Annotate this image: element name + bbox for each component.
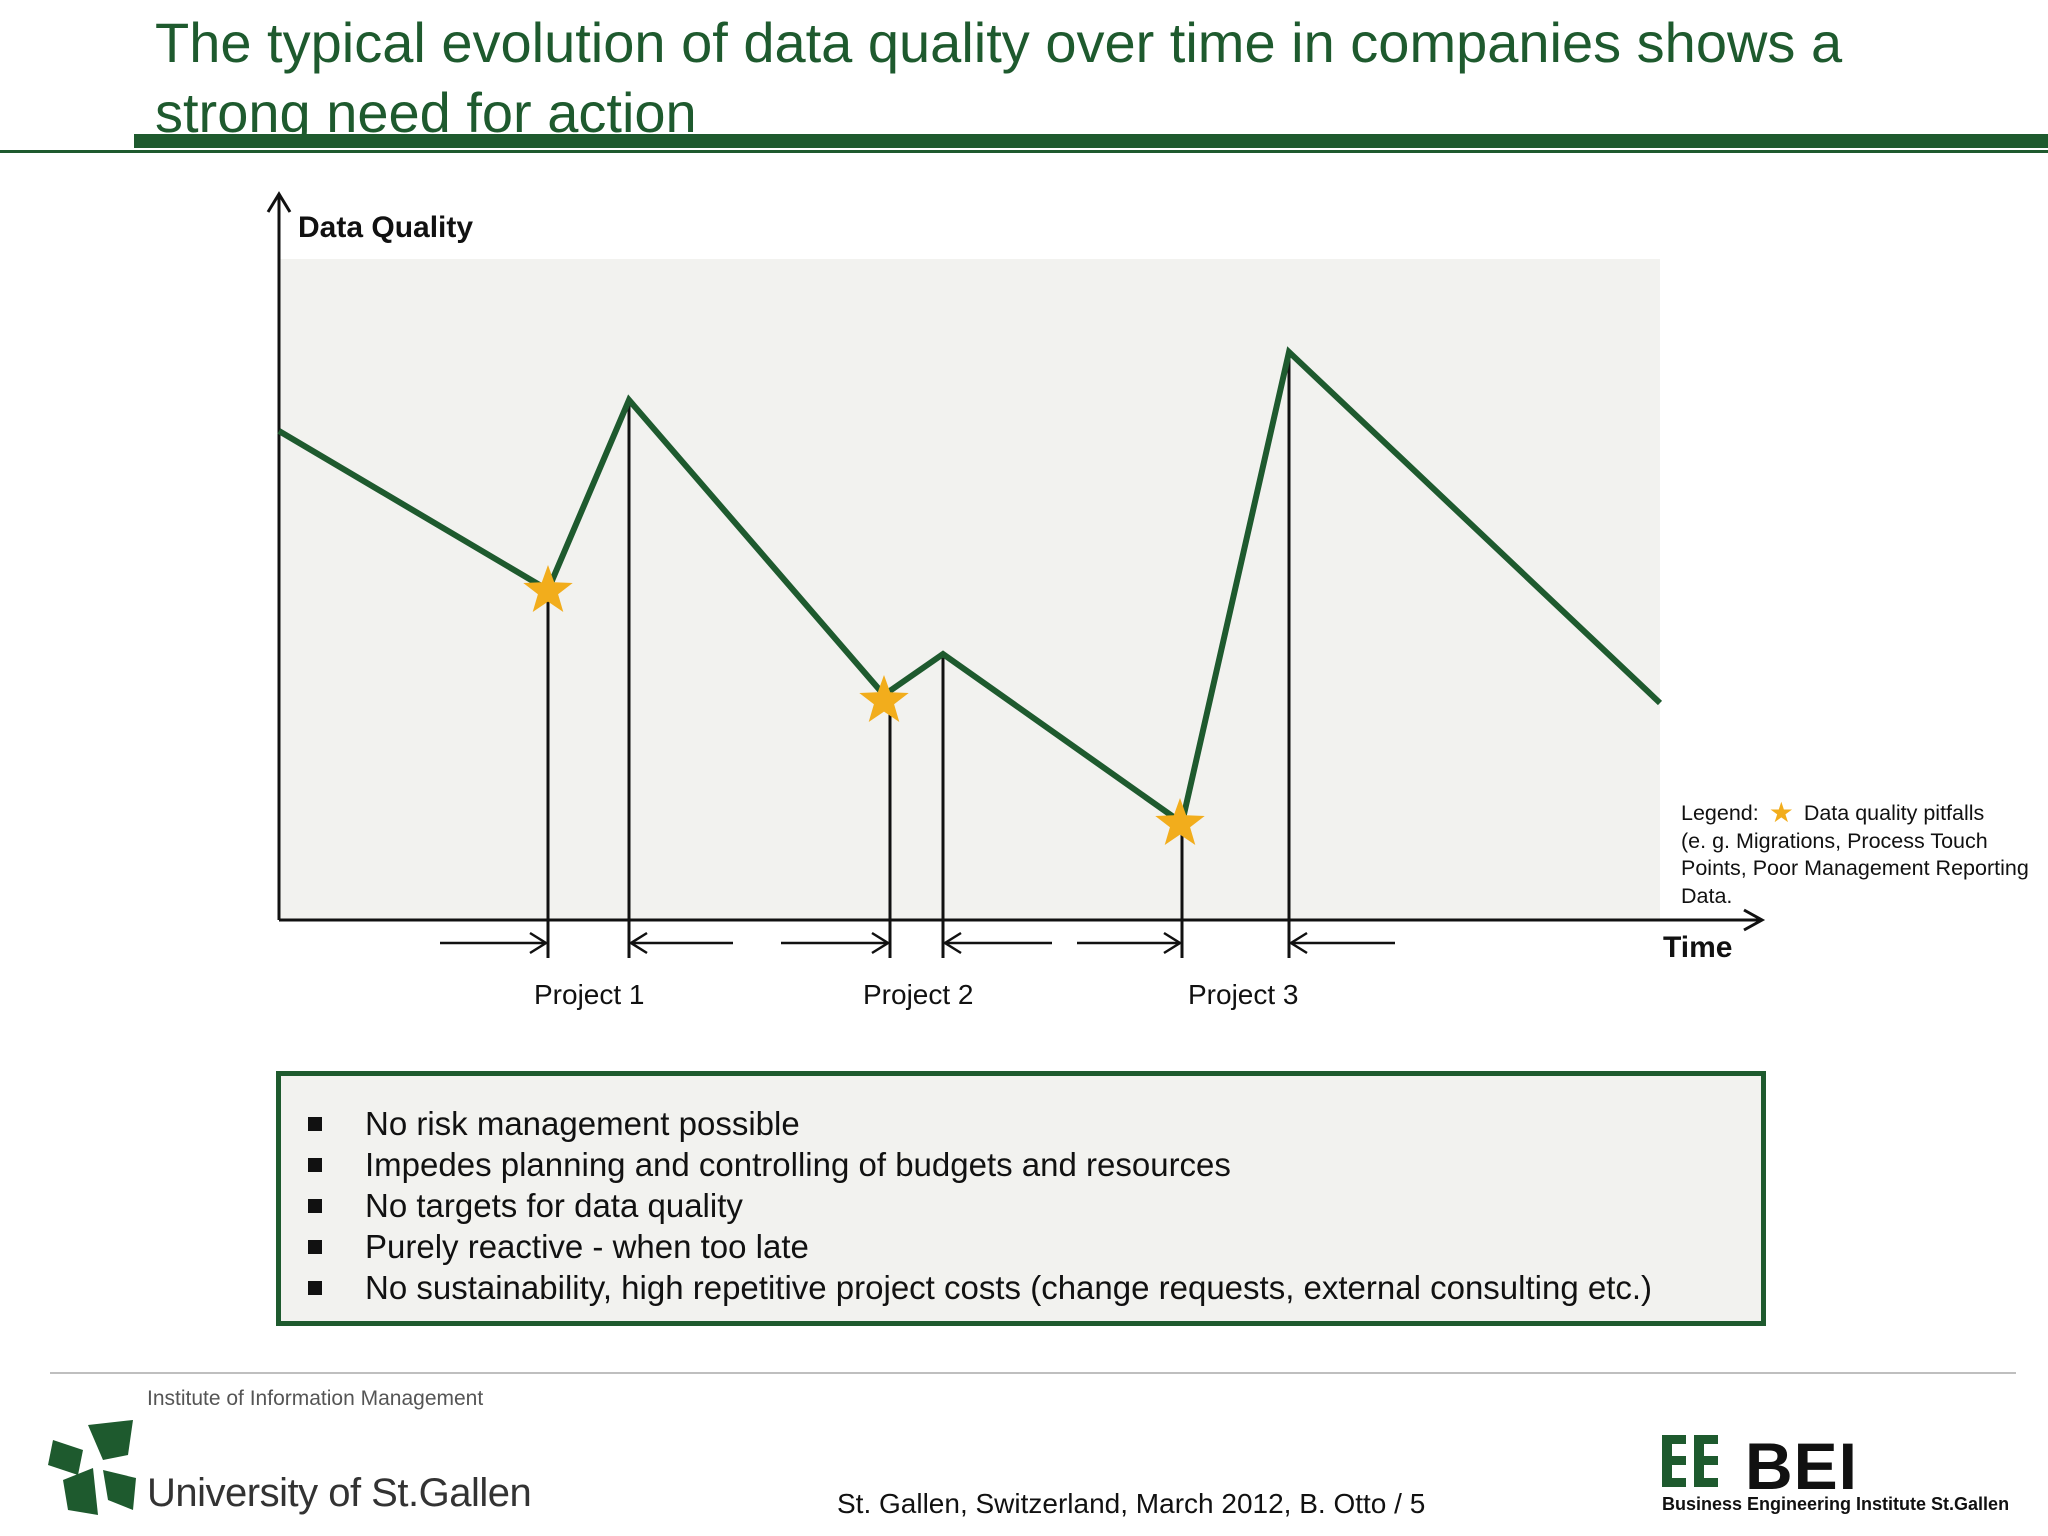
project-1-span-arrows [440, 931, 733, 955]
slide-title-line: strong need for action [155, 81, 697, 144]
university-name: University of St.Gallen [147, 1471, 532, 1515]
x-axis-arrowhead [1743, 908, 1766, 932]
pitfall-star-icon [1155, 798, 1205, 845]
project-2-span-arrows [781, 931, 1052, 955]
data-quality-curve [277, 346, 1663, 829]
square-bullet-icon [308, 1281, 322, 1295]
footer-citation: St. Gallen, Switzerland, March 2012, B. … [837, 1488, 1426, 1519]
legend-lead: Legend: [1681, 801, 1759, 825]
list-item: Impedes planning and controlling of budg… [304, 1144, 1761, 1185]
list-item-text: No sustainability, high repetitive proje… [365, 1269, 1653, 1306]
y-axis-label: Data Quality [298, 211, 474, 244]
project-2-label: Project 2 [863, 979, 974, 1010]
project-3-label: Project 3 [1188, 979, 1299, 1010]
list-item-text: Impedes planning and controlling of budg… [365, 1146, 1231, 1183]
list-item: No risk management possible [304, 1103, 1761, 1144]
pitfall-star-icon [859, 675, 909, 722]
footer-divider [50, 1372, 2016, 1374]
consequences-list: No risk management possible Impedes plan… [304, 1103, 1761, 1308]
square-bullet-icon [308, 1117, 322, 1131]
list-item: No sustainability, high repetitive proje… [304, 1267, 1761, 1308]
legend-item-label: Data quality pitfalls [1803, 801, 1985, 825]
y-axis-arrowhead [266, 191, 292, 213]
slide-title-line: The typical evolution of data quality ov… [155, 11, 1843, 74]
bei-short-name: BEI [1745, 1429, 1859, 1503]
list-item: No targets for data quality [304, 1185, 1761, 1226]
square-bullet-icon [308, 1199, 322, 1213]
legend: Legend: ★ Data quality pitfalls (e. g. Mig… [1681, 799, 2041, 910]
data-quality-diagram [266, 191, 1766, 958]
x-axis-label: Time [1663, 931, 1733, 964]
institute-name: Institute of Information Management [147, 1387, 484, 1410]
project-3-span-arrows [1077, 931, 1395, 955]
square-bullet-icon [308, 1240, 322, 1254]
list-item-text: Purely reactive - when too late [365, 1228, 809, 1265]
project-1-label: Project 1 [534, 979, 645, 1010]
bei-full-name: Business Engineering Institute St.Gallen [1662, 1494, 2010, 1514]
slide-title: The typical evolution of data quality ov… [155, 8, 1955, 148]
university-logo-icon [48, 1420, 136, 1515]
title-underline-rule [0, 150, 2048, 153]
pitfall-star-icon [523, 565, 573, 612]
legend-star-icon: ★ [1768, 797, 1794, 828]
plot-area [280, 259, 1660, 920]
square-bullet-icon [308, 1158, 322, 1172]
title-underline-bar [134, 134, 2048, 148]
consequences-box: No risk management possible Impedes plan… [276, 1071, 1766, 1326]
legend-description: (e. g. Migrations, Process Touch Points,… [1681, 828, 2029, 908]
list-item-text: No targets for data quality [365, 1187, 743, 1224]
list-item: Purely reactive - when too late [304, 1226, 1761, 1267]
list-item-text: No risk management possible [365, 1105, 800, 1142]
bei-logo-icon [1662, 1435, 1718, 1487]
